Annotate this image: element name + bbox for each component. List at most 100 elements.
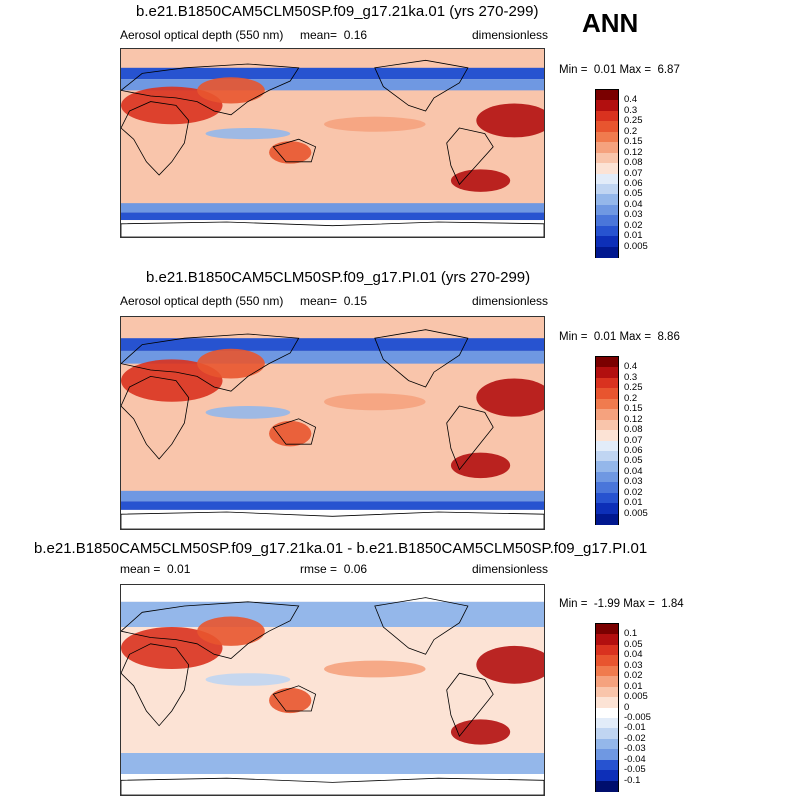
panel-2-min-value: 0.01: [593, 331, 617, 343]
colorbar-swatch: [596, 183, 618, 195]
colorbar-swatch: [596, 440, 618, 452]
field-plume: [324, 660, 426, 678]
colorbar-swatch: [596, 707, 618, 719]
colorbar-swatch: [596, 738, 618, 750]
colorbar-swatch: [596, 419, 618, 431]
colorbar-swatch: [596, 173, 618, 185]
colorbar-tick-label: 0.06: [624, 444, 643, 456]
panel-2-mean-value: 0.15: [343, 294, 368, 308]
field-plume: [324, 116, 426, 132]
colorbar-swatch: [596, 728, 618, 740]
field-band: [121, 490, 544, 502]
colorbar-tick-label: 0.2: [624, 125, 638, 137]
panel-2-map: [120, 316, 545, 530]
field-band: [121, 67, 544, 80]
field-band: [121, 501, 544, 510]
coastline: [272, 685, 317, 712]
colorbar-tick-label: 0.07: [624, 434, 643, 446]
panel-3-title: b.e21.B1850CAM5CLM50SP.f09_g17.21ka.01 -…: [34, 540, 648, 557]
panel-2-mean-label: mean=: [300, 294, 338, 308]
field-plume: [450, 169, 511, 192]
colorbar-swatch: [596, 100, 618, 112]
colorbar-swatch: [596, 215, 618, 227]
field-band: [121, 585, 544, 602]
colorbar-tick-label: 0.05: [624, 455, 643, 467]
colorbar-swatch: [596, 367, 618, 379]
colorbar-tick-label: 0.02: [624, 670, 643, 682]
panel-1-mean-label: mean=: [300, 28, 338, 42]
field-plume: [269, 420, 312, 447]
colorbar-tick-label: 0.25: [624, 115, 643, 127]
field-plume: [450, 719, 511, 745]
panel-3-max-label: Max =: [623, 598, 655, 610]
colorbar-swatch: [596, 409, 618, 421]
colorbar-swatch: [596, 131, 618, 143]
colorbar-tick-label: 0.01: [624, 230, 643, 242]
panel-3-rmse: rmse = 0.06: [300, 562, 367, 576]
colorbar-tick-label: -0.01: [624, 722, 646, 734]
colorbar-swatch: [596, 513, 618, 525]
panel-2-max-value: 8.86: [657, 331, 680, 343]
colorbar-swatch: [596, 780, 618, 792]
panel-1-mean-value: 0.16: [343, 28, 368, 42]
panel-1-map: [120, 48, 545, 238]
panel-1-min-label: Min =: [559, 64, 588, 76]
colorbar-tick-label: 0.02: [624, 486, 643, 498]
panel-3-units: dimensionless: [472, 562, 549, 576]
colorbar-tick-label: -0.02: [624, 732, 646, 744]
field-plume: [205, 406, 291, 419]
colorbar-tick-label: 0.12: [624, 413, 643, 425]
field-plume: [121, 86, 223, 125]
panel-1-max-label: Max =: [619, 64, 652, 76]
field-band: [121, 338, 544, 351]
field-plume: [205, 673, 291, 686]
colorbar-tick-label: 0.03: [624, 476, 643, 488]
panel-2-colorbar: 0.4 0.3 0.25 0.2 0.15 0.12 0.08 0.07 0.06 0.05 0.0…: [595, 356, 648, 525]
colorbar-swatch: [596, 450, 618, 462]
colorbar-swatch: [596, 717, 618, 729]
colorbar-tick-label: 0.25: [624, 382, 643, 394]
panel-3-mean-label: mean =: [120, 562, 161, 576]
field-band: [121, 774, 544, 795]
panel-3-map-svg: [121, 585, 544, 795]
coastline: [446, 127, 494, 186]
colorbar-tick-label: 0.05: [624, 188, 643, 200]
panel-2-map-svg: [121, 317, 544, 529]
coastline: [272, 418, 317, 445]
colorbar-tick-label: -0.04: [624, 753, 646, 765]
season-label: ANN: [582, 8, 639, 38]
colorbar-tick-label: 0.1: [624, 628, 638, 640]
panel-3-rmse-label: rmse =: [300, 562, 338, 576]
field-plume: [197, 348, 265, 379]
colorbar-tick-label: 0.04: [624, 198, 643, 210]
colorbar-swatch: [596, 749, 618, 761]
colorbar-swatch: [596, 388, 618, 400]
colorbar-tick-label: 0.02: [624, 219, 643, 231]
colorbar-tick-label: 0.3: [624, 104, 638, 116]
colorbar-tick-label: 0.15: [624, 403, 643, 415]
panel-3-mean: mean = 0.01: [120, 562, 190, 576]
colorbar-tick-label: 0.08: [624, 424, 643, 436]
colorbar-swatch: [596, 624, 618, 635]
panel-1-units: dimensionless: [472, 28, 549, 42]
panel-3-rmse-value: 0.06: [343, 562, 368, 576]
colorbar-swatch: [596, 225, 618, 237]
panel-3-max-value: 1.84: [661, 598, 684, 610]
colorbar-tick-label: -0.05: [624, 764, 646, 776]
colorbar-swatch: [596, 461, 618, 473]
colorbar-tick-label: 0: [624, 701, 630, 713]
coastline: [446, 405, 494, 471]
field-plume: [324, 393, 426, 411]
field-band: [121, 509, 544, 529]
field-plume: [121, 359, 223, 402]
panel-3-min-value: -1.99: [593, 598, 621, 610]
coastline: [121, 777, 544, 795]
coastline: [121, 333, 300, 392]
colorbar-swatch: [596, 377, 618, 389]
colorbar-swatch: [596, 676, 618, 688]
panel-2-max-label: Max =: [619, 331, 652, 343]
field-plume: [197, 616, 265, 646]
colorbar-swatch: [596, 697, 618, 708]
colorbar-swatch: [596, 482, 618, 494]
colorbar-swatch: [596, 644, 618, 656]
